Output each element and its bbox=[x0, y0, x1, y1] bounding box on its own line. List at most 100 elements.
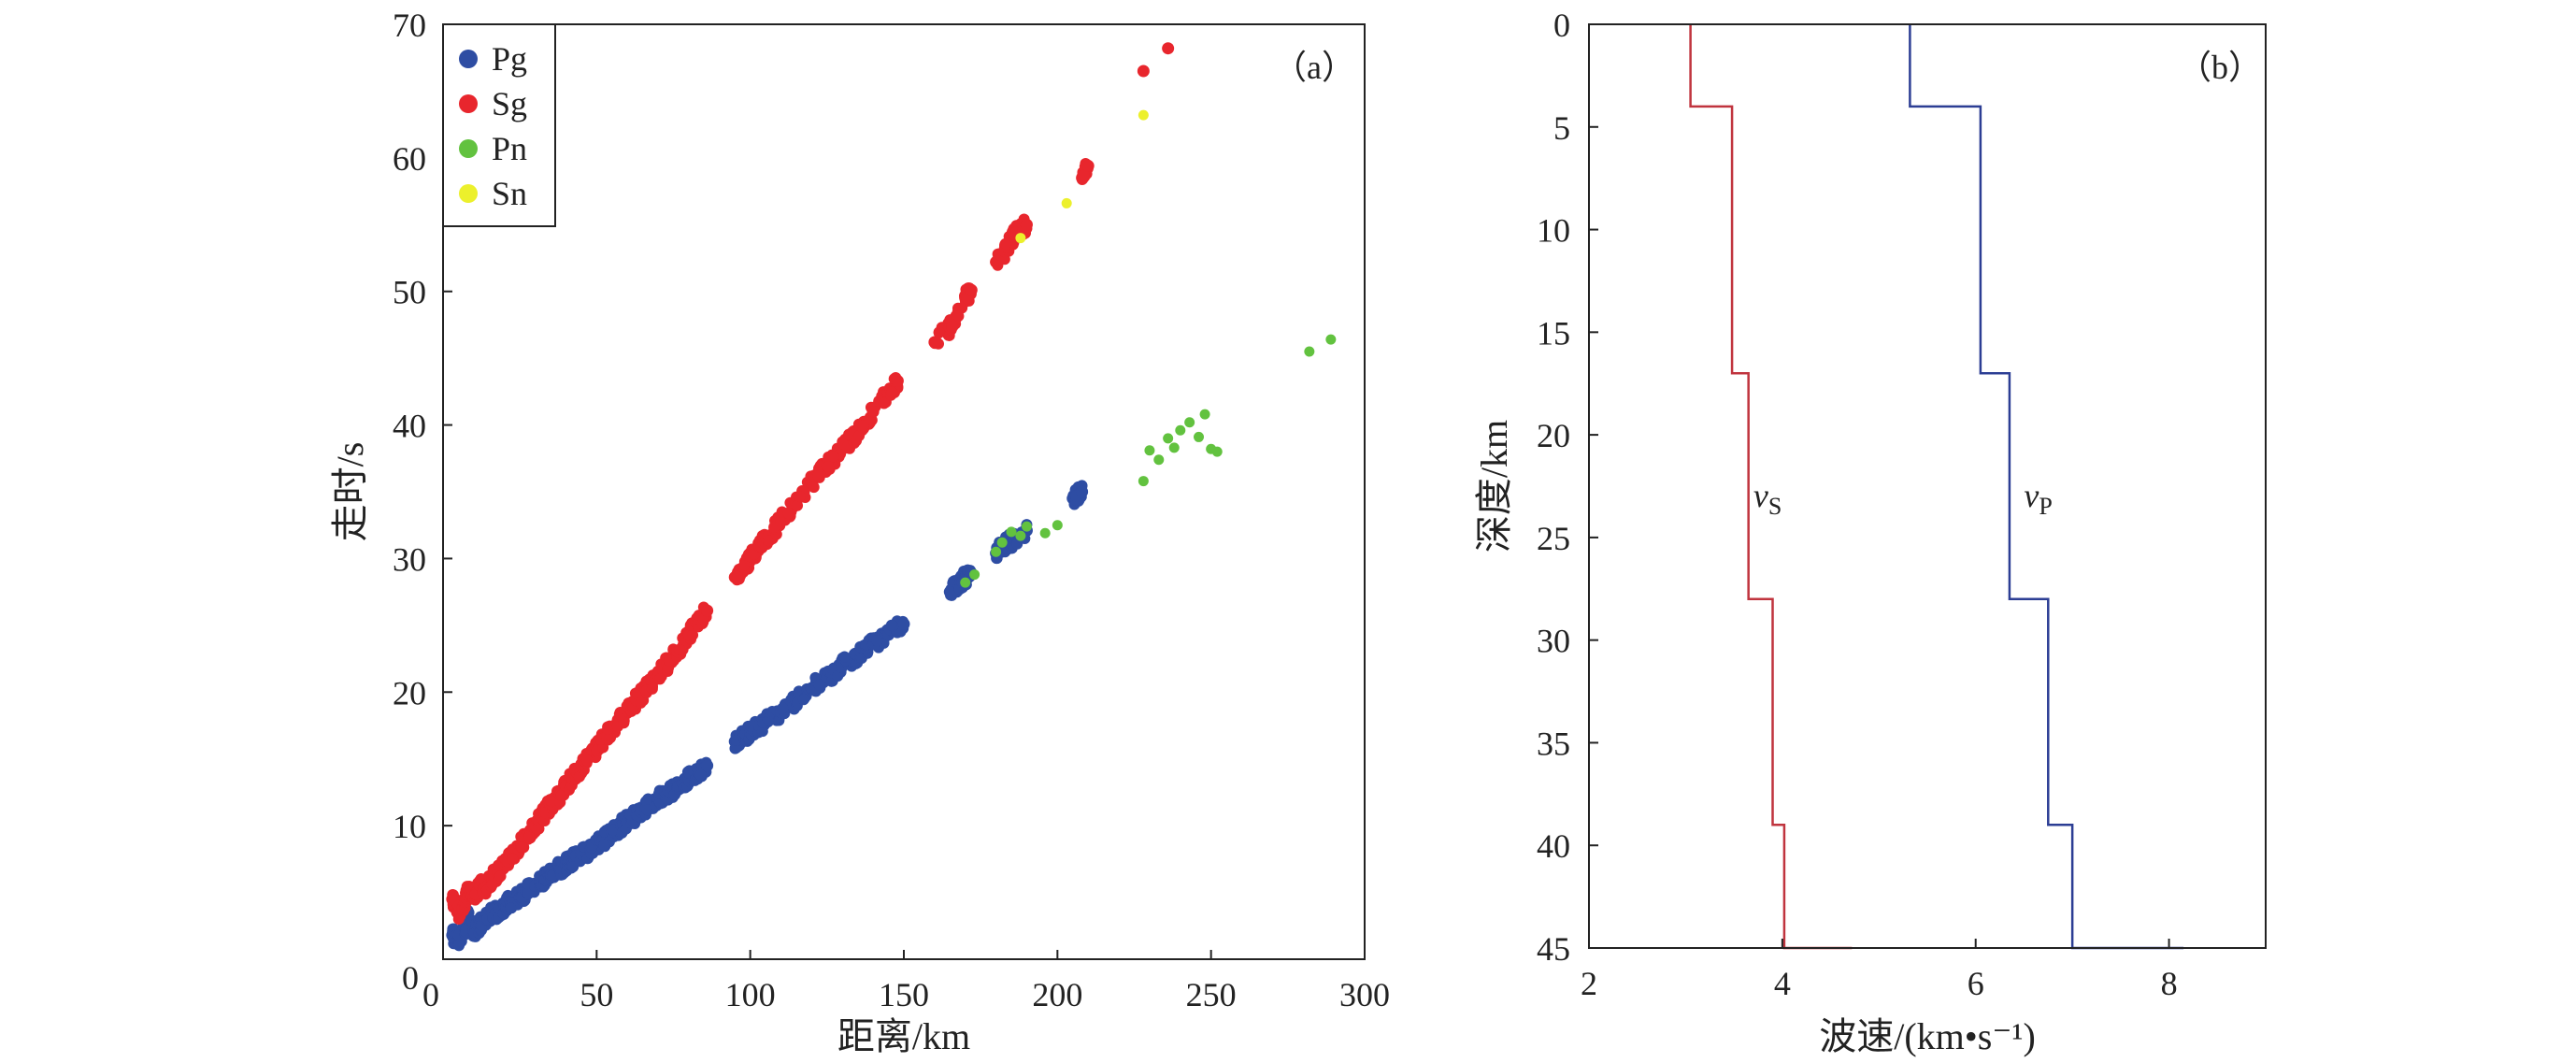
x-tick-label-b: 6 bbox=[1968, 965, 1984, 1002]
data-point-sg bbox=[886, 386, 898, 398]
series-sg-points bbox=[446, 42, 1175, 926]
x-tick-label-a: 100 bbox=[725, 976, 776, 1013]
data-point-pn bbox=[1199, 409, 1210, 420]
y-tick-label-b: 10 bbox=[1537, 212, 1570, 250]
data-point-pg bbox=[813, 679, 825, 691]
panel-a-chart: 0 50 100 150 200 250 300 0 10 20 30 40 50 60 70 距离/km 走时… bbox=[329, 7, 1390, 1057]
data-point-pn bbox=[1175, 424, 1186, 436]
data-point-sg bbox=[531, 823, 543, 835]
data-point-pn bbox=[1144, 445, 1155, 456]
y-tick-label-b: 0 bbox=[1553, 7, 1570, 44]
y-tick-label-b: 15 bbox=[1537, 314, 1570, 352]
x-tick-label-a: 300 bbox=[1339, 976, 1390, 1013]
data-point-sg bbox=[1162, 42, 1175, 55]
data-point-sn bbox=[1061, 197, 1072, 208]
data-point-sg bbox=[999, 237, 1011, 250]
data-point-sg bbox=[891, 374, 904, 387]
y-tick-label-a: 10 bbox=[393, 808, 426, 845]
data-point-pn bbox=[991, 546, 1002, 557]
data-point-pg bbox=[694, 769, 707, 782]
y-tick-label-b: 35 bbox=[1537, 725, 1570, 762]
data-point-pn bbox=[1021, 521, 1032, 532]
data-point-sg bbox=[965, 283, 978, 296]
data-point-pn bbox=[1163, 433, 1174, 444]
data-point-pn bbox=[1304, 346, 1315, 357]
data-point-sg bbox=[687, 629, 699, 641]
x-tick-label-a: 150 bbox=[879, 976, 929, 1013]
data-point-pg bbox=[1076, 485, 1089, 498]
data-point-sg bbox=[794, 491, 806, 503]
curve-label-main: v bbox=[1753, 477, 1768, 514]
data-point-sg bbox=[946, 321, 958, 333]
data-point-pg bbox=[797, 694, 809, 706]
data-point-pn bbox=[1006, 526, 1017, 538]
x-axis-title-a: 距离/km bbox=[837, 1015, 970, 1057]
data-point-sg bbox=[507, 853, 519, 865]
data-point-sg bbox=[581, 754, 594, 767]
legend-label-sg: Sg bbox=[492, 85, 527, 122]
data-point-pn bbox=[1052, 520, 1063, 531]
panel-label-b: （b） bbox=[2178, 49, 2262, 86]
curve-label-p: vP bbox=[2024, 477, 2052, 520]
data-point-sg bbox=[827, 451, 839, 463]
plot-frame-b bbox=[1588, 23, 2267, 949]
curve-label-sub: P bbox=[2039, 493, 2052, 520]
y-axis-title-b: 深度/km bbox=[1473, 420, 1515, 553]
panel-label-a: （a） bbox=[1273, 49, 1355, 86]
legend-marker-pg bbox=[459, 50, 478, 68]
data-point-sg bbox=[646, 682, 658, 695]
data-point-pn bbox=[1015, 530, 1026, 541]
data-point-pg bbox=[598, 840, 610, 852]
y-tick-label-a: 30 bbox=[393, 540, 426, 578]
data-point-pn bbox=[960, 577, 971, 588]
y-tick-label-a: 70 bbox=[393, 7, 426, 44]
y-tick-label-a: 50 bbox=[393, 274, 426, 311]
data-point-sg bbox=[1137, 65, 1150, 78]
data-point-sg bbox=[1078, 169, 1090, 181]
y-tick-label-a: 20 bbox=[393, 674, 426, 711]
data-point-pg bbox=[777, 702, 789, 714]
data-point-pn bbox=[1168, 442, 1180, 453]
x-axis-title-b: 波速/(km•s⁻¹) bbox=[1819, 1015, 2036, 1057]
y-tick-label-a: 40 bbox=[393, 408, 426, 445]
data-point-pg bbox=[756, 725, 768, 738]
x-tick-label-b: 4 bbox=[1774, 965, 1791, 1002]
velocity-profile-s bbox=[1689, 24, 1853, 950]
plot-frame-a bbox=[442, 23, 1366, 960]
legend-label-sn: Sn bbox=[492, 175, 527, 212]
curve-label-main: v bbox=[2024, 477, 2039, 514]
series-sn-points bbox=[1015, 109, 1149, 244]
legend-label-pg: Pg bbox=[492, 40, 527, 78]
data-point-sg bbox=[545, 795, 557, 807]
data-point-sg bbox=[808, 481, 820, 494]
y-tick-label-a: 0 bbox=[402, 959, 419, 997]
legend-label-pn: Pn bbox=[492, 130, 527, 167]
data-point-pg bbox=[701, 759, 714, 772]
x-tick-label-b: 8 bbox=[2161, 965, 2178, 1002]
y-tick-label-b: 30 bbox=[1537, 623, 1570, 660]
data-point-sg bbox=[867, 406, 880, 418]
data-point-pn bbox=[1153, 454, 1165, 466]
x-tick-label-a: 250 bbox=[1186, 976, 1237, 1013]
x-tick-label-a: 50 bbox=[580, 976, 613, 1013]
legend-marker-sg bbox=[459, 94, 478, 113]
data-point-sg bbox=[792, 499, 804, 511]
curve-label-sub: S bbox=[1768, 493, 1782, 520]
velocity-profile-p bbox=[1909, 24, 2184, 950]
data-point-pg bbox=[640, 795, 652, 807]
legend: Pg Sg Pn Sn bbox=[442, 23, 556, 227]
data-point-pn bbox=[1039, 527, 1051, 539]
data-point-sg bbox=[635, 697, 647, 709]
data-point-sg bbox=[823, 460, 835, 472]
data-point-pg bbox=[641, 804, 653, 816]
data-point-pn bbox=[969, 569, 980, 581]
data-point-sg bbox=[654, 673, 666, 685]
data-point-pn bbox=[1194, 431, 1205, 442]
data-point-sg bbox=[843, 428, 855, 440]
y-tick-label-b: 5 bbox=[1553, 109, 1570, 147]
data-point-pn bbox=[1325, 334, 1337, 345]
data-point-sg bbox=[516, 841, 528, 854]
data-point-sg bbox=[952, 310, 965, 323]
data-point-pg bbox=[946, 589, 958, 601]
